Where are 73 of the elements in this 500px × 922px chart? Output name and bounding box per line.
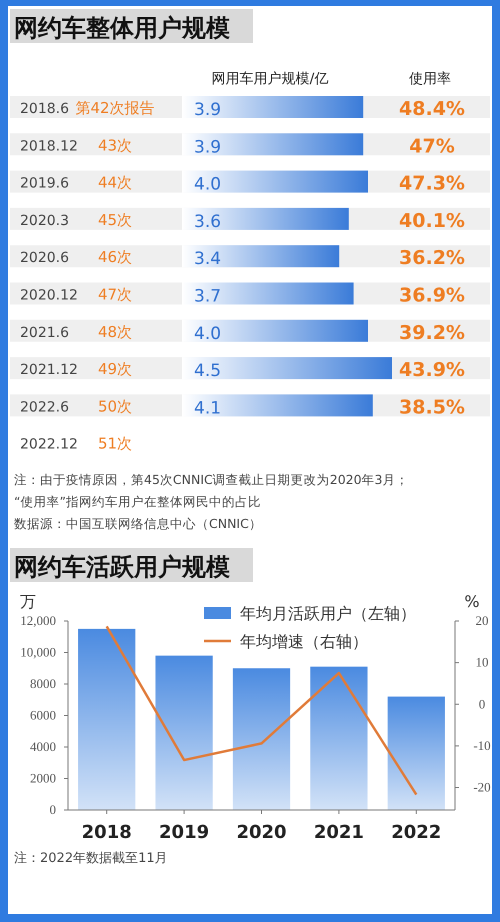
y-tick-label: 2022.12 — [20, 436, 78, 453]
text: 47% — [409, 135, 455, 158]
text: 36.2% — [399, 247, 465, 270]
text: 数据源：中国互联网络信息中心（CNNIC） — [14, 516, 262, 531]
text: 注：2022年数据截至11月 — [14, 851, 168, 866]
text: 38.5% — [399, 396, 465, 418]
bar — [232, 668, 290, 810]
x-tick-label: 2020 — [236, 822, 287, 843]
text: 40.1% — [399, 210, 465, 232]
data-label: 4.5 — [194, 361, 222, 382]
legend-label: 年均增速（右轴） — [240, 632, 368, 651]
y-tick-label: 10,000 — [20, 644, 56, 660]
y-tick-label: 2020.12 — [20, 288, 78, 304]
bar — [388, 696, 445, 810]
text: 39.2% — [399, 322, 465, 344]
y-axis-title: 万 — [20, 592, 36, 611]
bar — [310, 666, 368, 810]
y-tick-label: 2020.6 — [20, 250, 70, 266]
y-tick-label: 2022.6 — [20, 399, 70, 416]
x-tick-label: 2019 — [159, 822, 210, 843]
y2-axis-title: % — [464, 592, 480, 611]
text: 48次 — [98, 322, 132, 341]
y-tick-label: 2018.6 — [20, 101, 70, 117]
line-series — [105, 625, 418, 796]
y-tick-label: 2018.12 — [20, 138, 78, 154]
text: “使用率”指网约车用户在整体网民中的占比 — [14, 494, 261, 509]
data-label: 4.0 — [194, 174, 222, 195]
y-tick-label: 0 — [50, 802, 56, 817]
y-tick-label: 6000 — [30, 708, 56, 722]
text: 47.3% — [399, 172, 465, 195]
y-tick-label: 12,000 — [20, 613, 56, 628]
y-tick-label: 8000 — [30, 676, 56, 691]
text: 50次 — [98, 397, 132, 416]
text: 49次 — [98, 360, 132, 378]
data-label: 4.1 — [194, 398, 222, 418]
text: 注：由于疫情原因，第45次CNNIC调查截止日期更改为2020年3月； — [14, 472, 409, 487]
y-tick-label: 2000 — [30, 770, 56, 786]
data-label: 4.0 — [194, 324, 222, 344]
bar — [155, 656, 213, 810]
text: 第42次报告 — [75, 99, 155, 117]
text: 46次 — [98, 248, 132, 266]
text: 51次 — [98, 434, 132, 453]
x-tick-label: 2018 — [82, 822, 132, 843]
text: 48.4% — [399, 98, 465, 120]
y-tick-label: 2020.3 — [20, 212, 69, 229]
y2-tick-label: -20 — [473, 780, 491, 795]
x-tick-label: 2021 — [314, 822, 364, 843]
text: 45次 — [98, 210, 132, 229]
data-label: 3.7 — [194, 286, 222, 306]
text: 44次 — [98, 174, 132, 192]
data-label: 3.9 — [194, 100, 222, 120]
data-label: 3.6 — [194, 212, 222, 232]
series-label: 网用车用户规模/亿 — [212, 71, 328, 87]
text: 36.9% — [399, 284, 465, 306]
y-tick-label: 2021.12 — [20, 362, 78, 378]
bar — [78, 628, 136, 810]
y2-tick-label: 10 — [476, 654, 488, 670]
chart-title: 网约车整体用户规模 — [14, 14, 230, 42]
data-label: 3.4 — [194, 249, 222, 270]
x-tick-label: 2022 — [391, 822, 442, 843]
legend-label: 年均月活跃用户（左轴） — [240, 604, 416, 623]
y2-tick-label: 0 — [478, 696, 486, 712]
text: 使用率 — [409, 71, 451, 87]
y-tick-label: 4000 — [30, 739, 56, 754]
data-label: 3.9 — [194, 137, 222, 158]
text: 47次 — [98, 286, 132, 304]
y-tick-label: 2019.6 — [20, 176, 70, 192]
text: 43次 — [98, 136, 132, 154]
y2-tick-label: -10 — [473, 738, 491, 753]
y2-tick-label: 20 — [476, 613, 488, 628]
text: 43.9% — [399, 359, 465, 382]
chart-title: 网约车活跃用户规模 — [14, 553, 230, 581]
y-tick-label: 2021.6 — [20, 324, 70, 341]
